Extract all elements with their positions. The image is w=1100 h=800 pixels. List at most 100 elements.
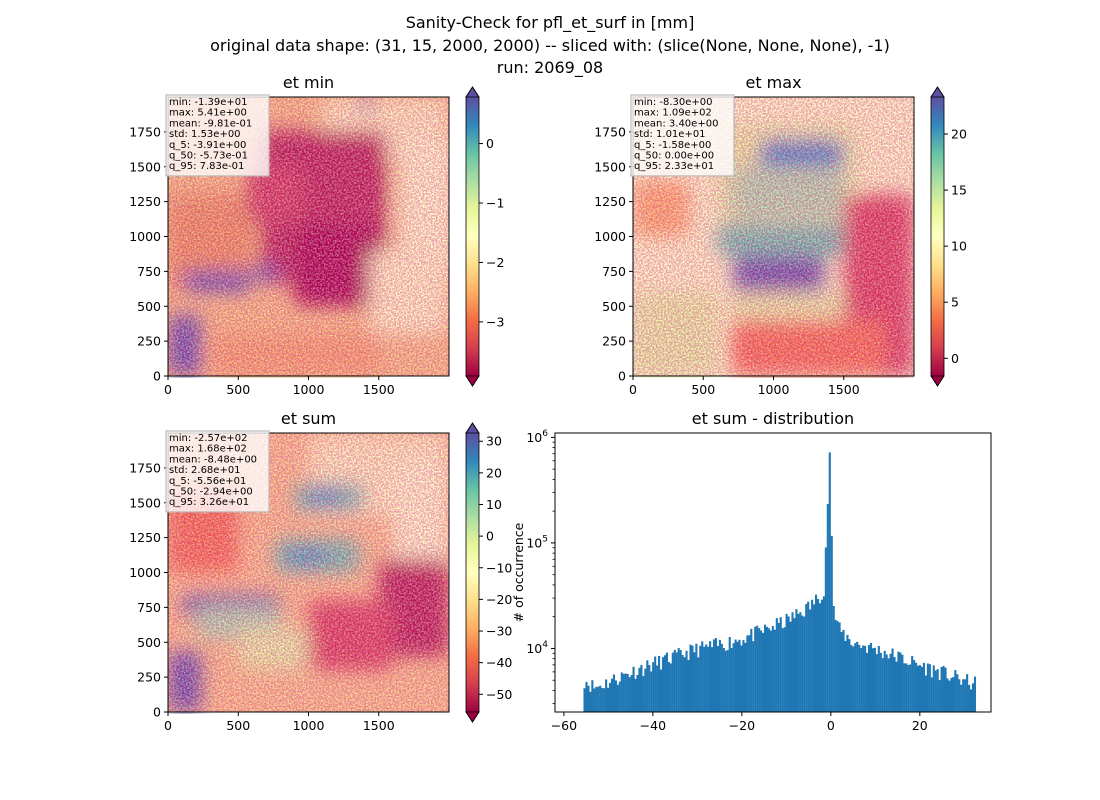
histogram-bar (816, 598, 820, 712)
histogram-bar (636, 674, 639, 712)
colorbar-extend-min (465, 711, 480, 723)
histogram-bar (954, 670, 957, 712)
colorbar-tick-label: −1 (486, 195, 504, 210)
histogram-bar (754, 626, 757, 712)
colorbar-extend-min (465, 375, 480, 387)
histogram-bar (917, 665, 920, 712)
histogram-bar (834, 619, 837, 712)
histogram-bar (742, 640, 745, 712)
histogram-bar (832, 606, 835, 712)
histogram-bar (805, 604, 808, 712)
histogram-bar (940, 667, 943, 712)
histogram-bar (962, 679, 965, 712)
histogram-bar (783, 627, 786, 712)
histogram-bar (911, 656, 914, 712)
colorbar-tick-label: −10 (486, 560, 512, 575)
y-tick-label: 1000 (129, 565, 161, 580)
y-tick-label: 750 (602, 264, 626, 279)
stats-line: q_50: -2.94e+00 (169, 487, 253, 498)
histogram-bar (948, 680, 951, 712)
histogram-bar (971, 683, 975, 712)
histogram-bar (787, 616, 790, 712)
panel-title: et max (745, 73, 801, 92)
histogram-bar (695, 643, 698, 712)
y-tick-label: 1500 (594, 159, 626, 174)
heatmap-image (633, 97, 914, 376)
x-tick-label: 1500 (363, 382, 395, 397)
y-tick-label: 1000 (129, 229, 161, 244)
stats-box (630, 94, 735, 177)
y-tick-label: 250 (137, 334, 161, 349)
colorbar-tick-label: −2 (486, 255, 504, 270)
histogram-bar (858, 644, 861, 712)
colorbar-tick-label: 15 (951, 183, 967, 198)
histogram-bar (689, 644, 692, 712)
histogram-bar (889, 653, 892, 712)
histogram-bar (605, 679, 608, 712)
histogram-bar (756, 625, 759, 712)
histogram-bar (809, 609, 812, 712)
y-tick-label: 750 (137, 264, 161, 279)
histogram-bar (973, 676, 977, 712)
histogram-bar (824, 547, 827, 712)
histogram-bar (822, 596, 825, 712)
histogram-bar (632, 666, 635, 712)
axes-frame (554, 432, 992, 713)
colorbar-tick-label: 0 (951, 351, 959, 366)
histogram-bar (585, 681, 588, 712)
x-tick-label: 500 (226, 718, 250, 733)
x-tick-label: 1500 (828, 382, 860, 397)
histogram-bar (934, 670, 937, 712)
histogram-bar (775, 618, 778, 712)
stats-line: q_5: -3.91e+00 (169, 140, 246, 151)
histogram-bar (738, 639, 741, 712)
stats-box (165, 430, 270, 513)
histogram-bar (652, 662, 655, 712)
histogram-bar (763, 624, 767, 712)
histogram-bar (840, 632, 843, 712)
stats-line: q_95: 2.33e+01 (634, 161, 714, 172)
histogram-bar (626, 673, 629, 712)
y-tick-label: 105 (526, 534, 548, 550)
colorbar-tick-label: −30 (486, 624, 512, 639)
colorbar-tick-label: 0 (486, 136, 494, 151)
histogram-bar (701, 641, 704, 712)
x-tick-label: −60 (551, 718, 577, 733)
panel-et-min: et min 0 500 1000 1500 0 250 500 750 1000 1250 1500… (129, 73, 504, 397)
stats-line: mean: 3.40e+00 (634, 118, 718, 129)
figure-title-line-1: Sanity-Check for pfl_et_surf in [mm] (405, 13, 695, 32)
histogram-bar (799, 612, 802, 712)
histogram-bar (913, 660, 916, 712)
colorbar: 0 −1 −2 −3 (465, 86, 504, 387)
histogram-bar (714, 638, 718, 712)
histogram-bar (860, 648, 863, 712)
histogram-bar (960, 684, 963, 712)
histogram-bar (642, 675, 645, 712)
histogram-bar (679, 650, 682, 712)
histogram-bar (608, 682, 612, 712)
y-tick-label: 500 (602, 299, 626, 314)
histogram-bar (675, 652, 678, 712)
histogram-bar (814, 594, 818, 712)
histogram-bar (922, 662, 926, 712)
histogram-bar (813, 604, 816, 712)
colorbar: 20 15 10 5 0 (930, 86, 967, 387)
histogram-bar (936, 669, 939, 712)
histogram-bar (950, 677, 953, 712)
stats-line: std: 1.01e+01 (634, 129, 706, 140)
histogram-bar (597, 686, 600, 712)
histogram-bar (844, 640, 847, 712)
x-tick-label: 0 (827, 718, 835, 733)
histogram-bars (583, 452, 977, 712)
histogram-bar (958, 679, 961, 712)
x-tick-label: 0 (164, 718, 172, 733)
histogram-bar (638, 667, 641, 712)
histogram-bar (628, 677, 631, 712)
stats-box (165, 94, 270, 177)
histogram-bar (722, 647, 725, 712)
histogram-bar (944, 667, 947, 712)
histogram-bar (603, 688, 606, 712)
colorbar-tick-label: 0 (486, 529, 494, 544)
histogram-bar (640, 665, 643, 712)
histogram-bar (771, 626, 774, 712)
